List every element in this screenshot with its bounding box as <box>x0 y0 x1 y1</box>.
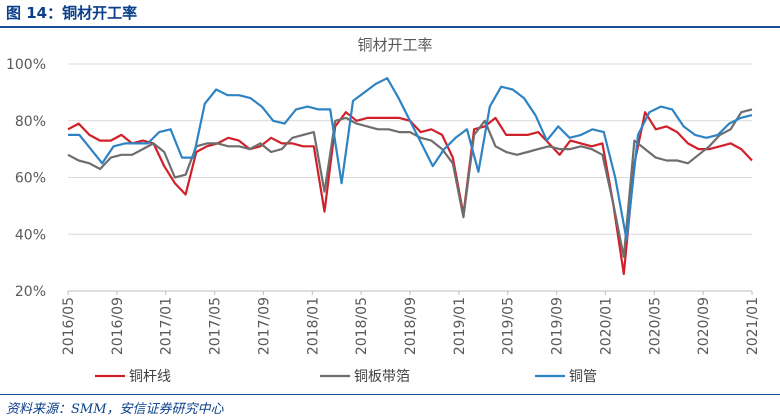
x-tick-label: 2016/05 <box>61 297 77 355</box>
x-tick-label: 2017/09 <box>256 297 272 355</box>
y-tick-label: 20% <box>15 284 46 300</box>
chart-title: 铜材开工率 <box>357 36 432 54</box>
x-tick-label: 2017/01 <box>159 297 175 355</box>
x-tick-label: 2019/05 <box>501 297 517 355</box>
x-tick-label: 2016/09 <box>110 297 126 355</box>
line-chart: 铜材开工率 100%80%60%40%20% 2016/05 2016/09 201… <box>6 36 761 385</box>
figure-title: 图 14：铜材开工率 <box>6 4 138 22</box>
y-tick-label: 60% <box>15 171 46 187</box>
series-lines <box>67 77 753 276</box>
top-rule <box>0 26 780 28</box>
x-tick-label: 2018/05 <box>354 297 370 355</box>
series-line <box>67 111 753 276</box>
x-axis-ticks: 2016/05 2016/09 2017/01 2017/05 2017/09 2018/… <box>61 291 761 355</box>
x-tick-label: 2018/09 <box>403 297 419 355</box>
y-tick-label: 100% <box>6 57 46 73</box>
legend-label: 铜管 <box>569 369 597 385</box>
y-tick-label: 40% <box>15 227 46 243</box>
legend: 铜杆线 铜板带箔 铜管 <box>95 369 597 385</box>
series-line <box>68 77 753 241</box>
x-tick-label: 2019/09 <box>550 297 566 355</box>
bottom-rule <box>0 394 780 395</box>
x-tick-label: 2019/01 <box>452 297 468 355</box>
x-tick-label: 2018/01 <box>305 297 321 355</box>
y-axis-ticks: 100% 80% 60% 40% 20% <box>6 57 46 300</box>
x-tick-label: 2020/05 <box>647 297 663 355</box>
x-tick-label: 2020/01 <box>598 297 614 355</box>
x-tick-label: 2021/01 <box>745 297 761 355</box>
y-tick-label: 80% <box>15 114 46 130</box>
legend-label: 铜板带箔 <box>354 369 410 385</box>
legend-label: 铜杆线 <box>129 369 171 385</box>
x-tick-label: 2020/09 <box>696 297 712 355</box>
x-tick-label: 2017/05 <box>208 297 224 355</box>
source-note: 资料来源：SMM，安信证券研究中心 <box>6 402 224 417</box>
